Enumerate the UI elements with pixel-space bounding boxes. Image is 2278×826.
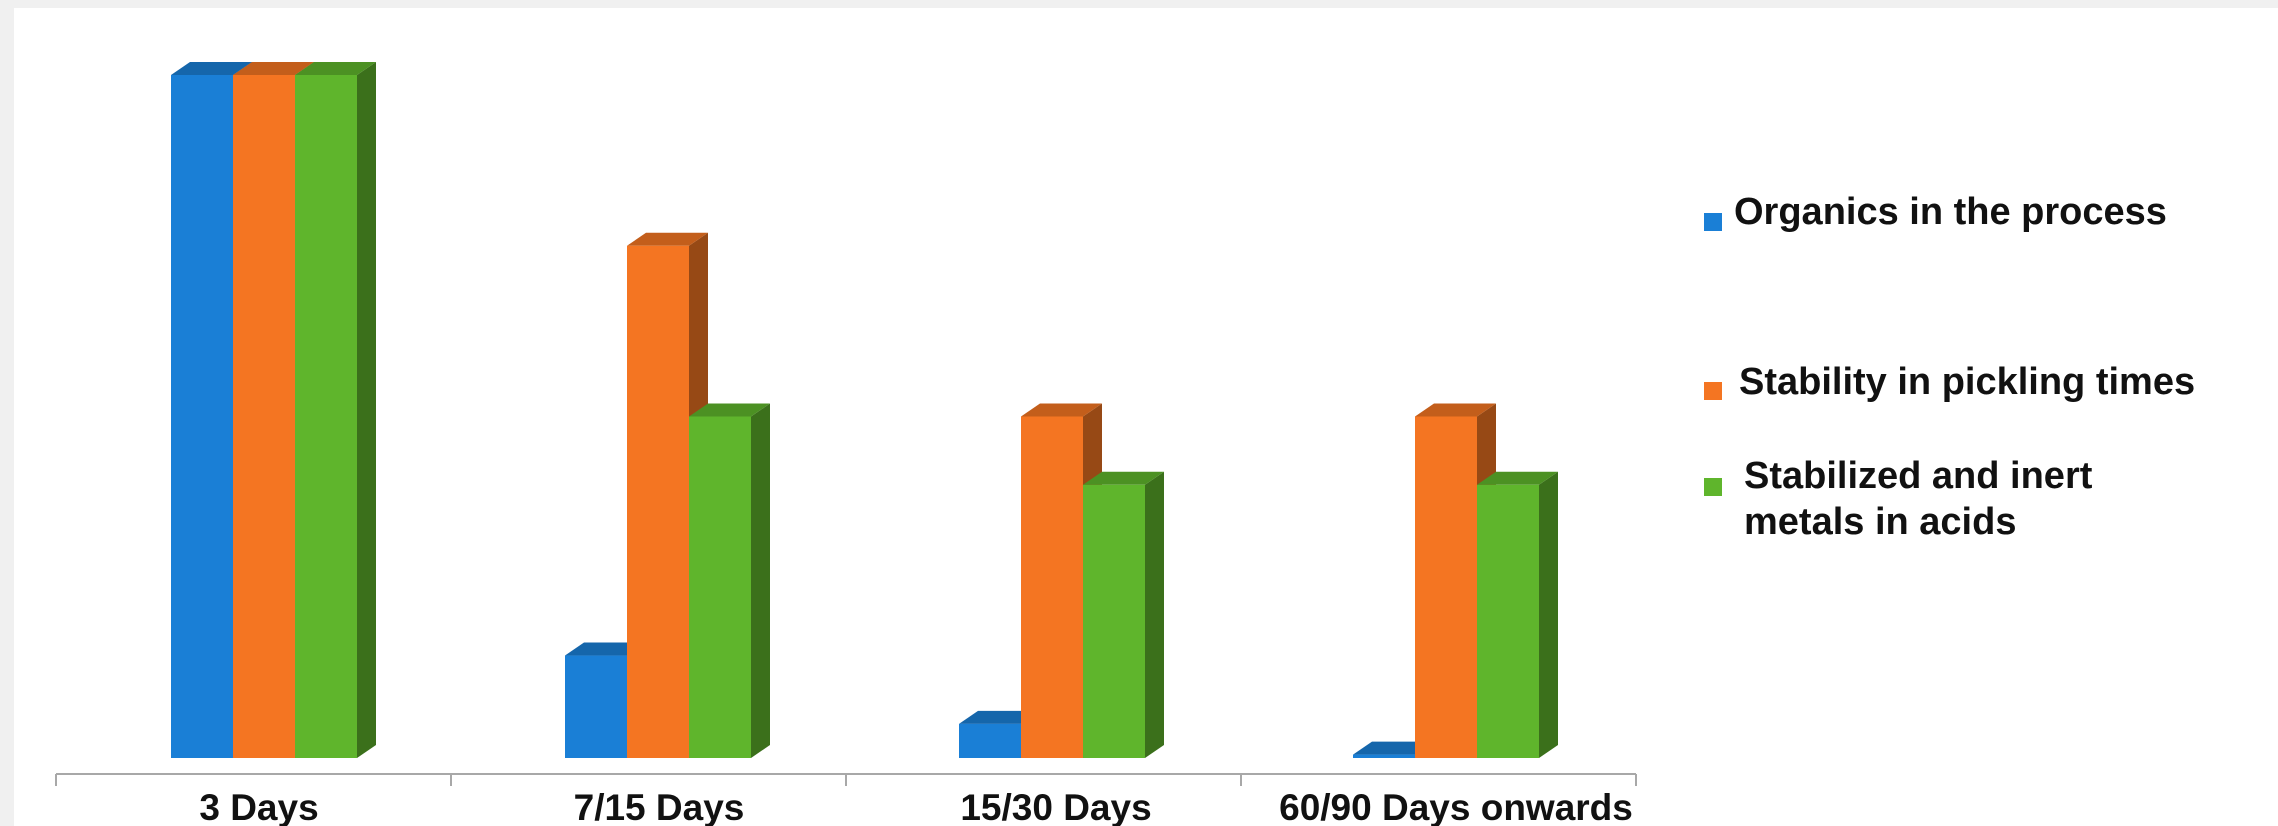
bar-stabilized-and-inert-metals-in-acids-60-90-days-onwards <box>1477 471 1558 758</box>
bar-chart: 3 Days 7/15 Days 15/30 Days 60/90 Days onwa… <box>55 62 2195 826</box>
legend-item-organics-in-the-process: Organics in the process <box>1704 191 2167 233</box>
chart-frame: 3 Days 7/15 Days 15/30 Days 60/90 Days onwa… <box>14 8 2278 826</box>
legend-swatch <box>1704 213 1722 231</box>
category-labels: 3 Days 7/15 Days 15/30 Days 60/90 Days onwa… <box>199 787 1633 826</box>
bar-stabilized-and-inert-metals-in-acids-3-days <box>295 62 376 758</box>
legend-label: metals in acids <box>1744 501 2016 543</box>
category-label-60-90-days-onwards: 60/90 Days onwards <box>1279 787 1633 826</box>
legend: Organics in the process Stability in pick… <box>1704 191 2195 543</box>
legend-label: Stability in pickling times <box>1739 361 2195 403</box>
bar-stabilized-and-inert-metals-in-acids-7-15-days <box>689 403 770 758</box>
bars-group <box>171 62 1558 758</box>
category-label-7-15-days: 7/15 Days <box>574 787 745 826</box>
category-label-15-30-days: 15/30 Days <box>960 787 1151 826</box>
legend-item-stability-in-pickling-times: Stability in pickling times <box>1704 361 2195 403</box>
legend-swatch <box>1704 382 1722 400</box>
bar-stabilized-and-inert-metals-in-acids-15-30-days <box>1083 471 1164 758</box>
legend-label: Organics in the process <box>1734 191 2167 233</box>
x-axis <box>55 773 1637 786</box>
legend-swatch <box>1704 478 1722 496</box>
legend-label: Stabilized and inert <box>1744 455 2093 497</box>
category-label-3-days: 3 Days <box>199 787 318 826</box>
